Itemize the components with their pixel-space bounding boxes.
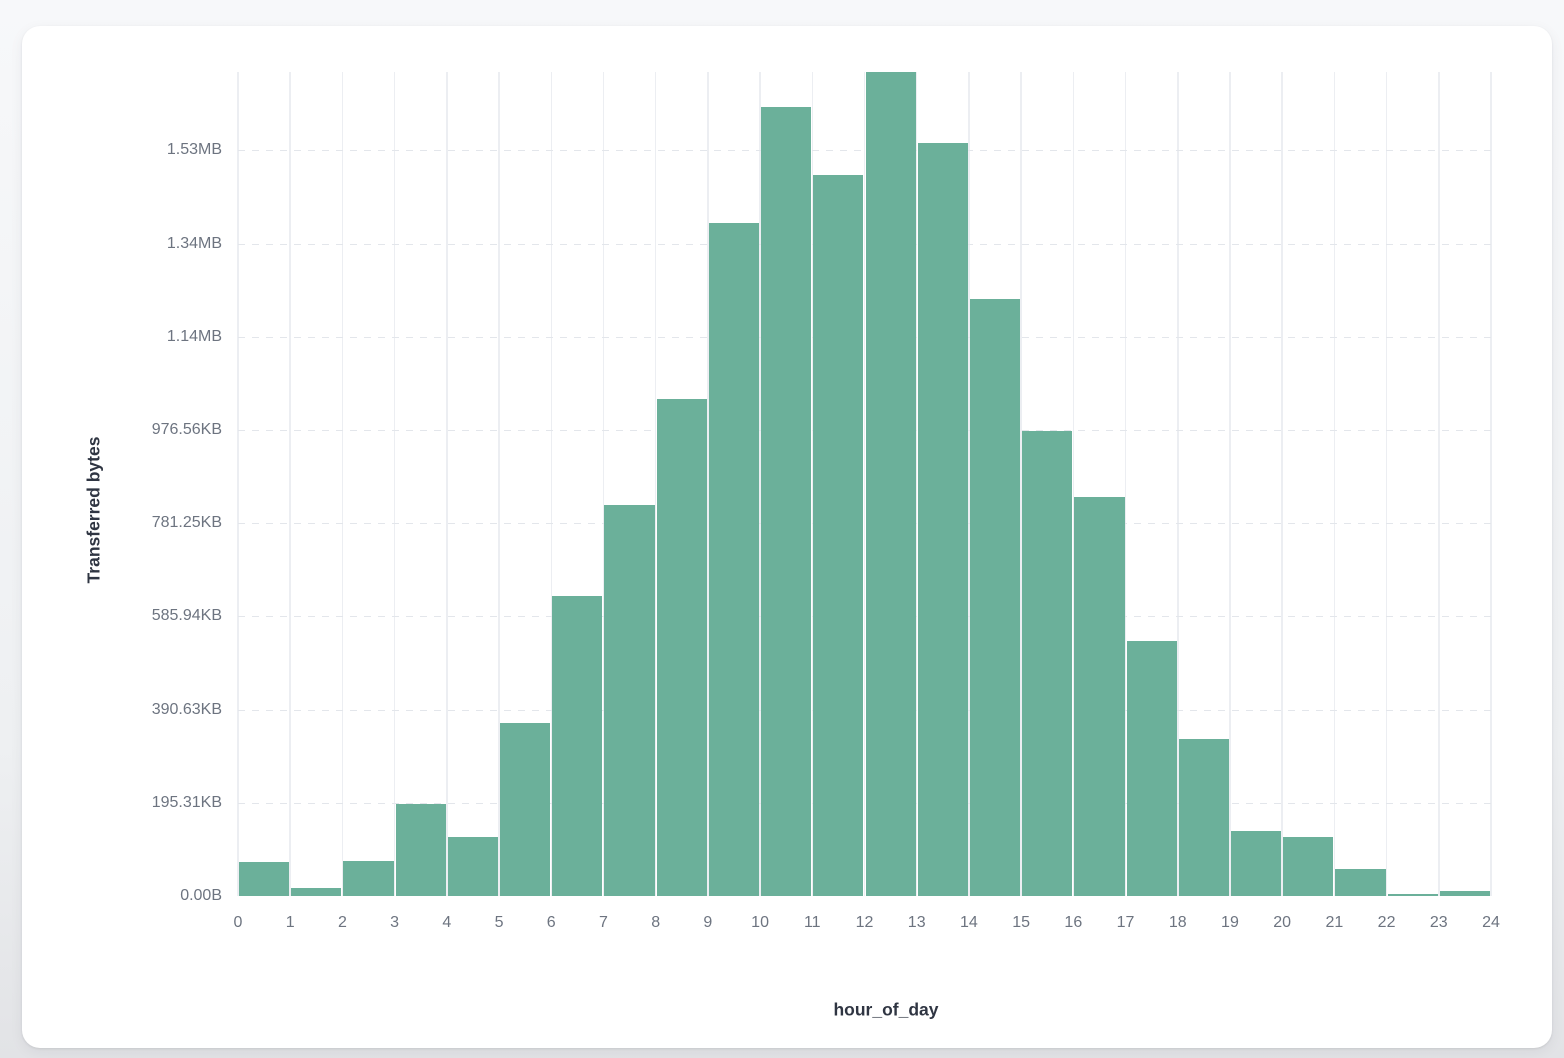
x-tick-label: 21 [1325, 914, 1344, 931]
y-tick-label: 585.94KB [151, 607, 222, 625]
x-tick-label: 0 [233, 914, 243, 931]
x-tick-label: 8 [651, 914, 661, 931]
horizontal-gridline [238, 336, 1491, 338]
horizontal-gridline [238, 429, 1491, 431]
bar-hour-14[interactable] [969, 298, 1021, 896]
x-tick-label: 19 [1221, 914, 1239, 931]
y-tick-label: 0.00B [180, 887, 222, 904]
vertical-gridline [968, 72, 970, 896]
bar-hour-18[interactable] [1178, 739, 1229, 896]
bar-hour-8[interactable] [656, 398, 707, 896]
vertical-gridline [1020, 72, 1022, 896]
bar-hour-21[interactable] [1335, 868, 1386, 896]
bar-hour-16[interactable] [1074, 496, 1125, 896]
horizontal-gridline [238, 243, 1491, 245]
bar-hour-11[interactable] [813, 175, 864, 896]
x-tick-label: 24 [1482, 914, 1500, 931]
x-tick-label: 2 [337, 914, 347, 931]
vertical-gridline [1072, 72, 1075, 896]
bar-hour-20[interactable] [1283, 837, 1334, 896]
vertical-gridline [863, 72, 866, 896]
bar-hour-6[interactable] [552, 596, 603, 896]
x-tick-label: 3 [390, 914, 400, 931]
vertical-gridline [1124, 72, 1127, 896]
vertical-gridline [602, 72, 605, 896]
x-tick-label: 15 [1012, 914, 1031, 931]
x-tick-label: 18 [1168, 914, 1187, 931]
vertical-gridline [341, 72, 344, 896]
x-tick-label: 14 [960, 914, 978, 931]
horizontal-gridline [238, 150, 1491, 152]
y-tick-label: 781.25KB [151, 514, 222, 532]
bar-hour-19[interactable] [1230, 831, 1282, 896]
y-tick-label: 1.53MB [166, 141, 222, 159]
bar-hour-10[interactable] [761, 106, 812, 896]
horizontal-gridline [238, 523, 1491, 525]
bar-hour-15[interactable] [1022, 431, 1073, 896]
x-tick-label: 22 [1377, 914, 1396, 931]
horizontal-gridline [238, 709, 1491, 711]
vertical-gridline [1385, 72, 1388, 896]
bar-hour-1[interactable] [291, 888, 342, 896]
x-tick-label: 1 [285, 914, 295, 931]
bar-hour-12[interactable] [865, 72, 916, 896]
vertical-gridline [1438, 72, 1440, 896]
vertical-gridline [1177, 72, 1179, 896]
x-tick-label: 23 [1429, 914, 1448, 931]
x-tick-label: 20 [1273, 914, 1292, 931]
vertical-gridline [550, 72, 552, 896]
bar-hour-17[interactable] [1126, 641, 1177, 896]
vertical-gridline [707, 72, 709, 896]
y-tick-label: 1.14MB [166, 327, 222, 345]
vertical-gridline [498, 72, 500, 896]
x-tick-label: 17 [1116, 914, 1135, 931]
bar-hour-9[interactable] [708, 222, 760, 896]
vertical-gridline [1281, 72, 1283, 896]
x-tick-label: 13 [907, 914, 926, 931]
y-axis-title: Transferred bytes [83, 436, 104, 584]
vertical-gridline [811, 72, 814, 896]
vertical-gridline [289, 72, 291, 896]
bar-hour-22[interactable] [1387, 894, 1438, 896]
vertical-gridline [915, 72, 918, 896]
y-tick-label: 976.56KB [151, 420, 222, 438]
vertical-gridline [759, 72, 761, 896]
y-tick-label: 1.34MB [166, 234, 222, 252]
x-tick-label: 16 [1064, 914, 1083, 931]
vertical-gridline [1333, 72, 1336, 896]
bar-hour-7[interactable] [604, 504, 655, 896]
vertical-gridline [1490, 72, 1492, 896]
bar-hour-0[interactable] [239, 862, 290, 896]
x-tick-label: 5 [494, 914, 504, 931]
y-tick-label: 390.63KB [151, 700, 222, 718]
bar-hour-4[interactable] [447, 837, 499, 896]
plot-area [237, 72, 1492, 896]
bar-hour-3[interactable] [395, 804, 446, 896]
horizontal-gridline [238, 802, 1491, 804]
y-tick-label: 195.31KB [151, 793, 222, 811]
bar-hour-2[interactable] [343, 860, 394, 896]
x-tick-label: 6 [546, 914, 556, 931]
bar-hour-13[interactable] [917, 142, 968, 896]
vertical-gridline [1229, 72, 1231, 896]
vertical-gridline [393, 72, 396, 896]
x-tick-label: 11 [803, 914, 821, 931]
horizontal-gridline [238, 616, 1491, 618]
vertical-gridline [654, 72, 657, 896]
x-tick-label: 10 [751, 914, 769, 931]
vertical-gridline [446, 72, 448, 896]
bar-hour-5[interactable] [500, 723, 551, 896]
x-axis-title: hour_of_day [833, 999, 939, 1020]
x-tick-label: 7 [599, 914, 608, 931]
bar-hour-23[interactable] [1439, 890, 1490, 896]
x-tick-label: 9 [703, 914, 713, 931]
vertical-gridline [237, 72, 239, 896]
x-tick-label: 4 [442, 914, 452, 931]
x-tick-label: 12 [855, 914, 874, 931]
